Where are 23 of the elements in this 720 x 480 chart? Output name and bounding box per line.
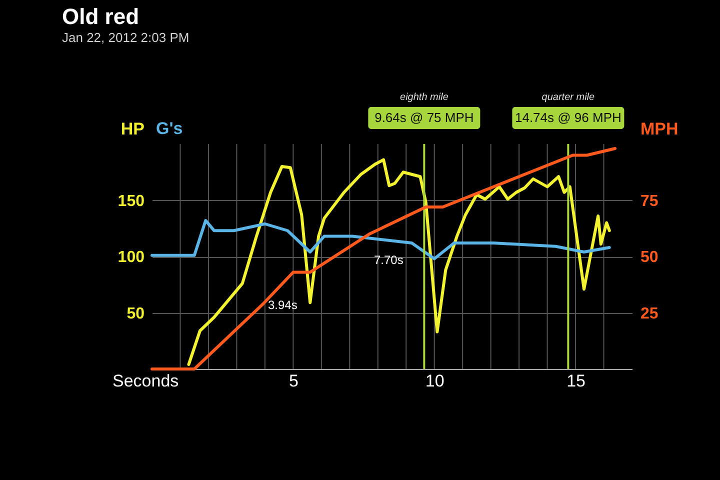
x-axis-title: Seconds: [112, 372, 179, 390]
text: G's: [156, 119, 183, 138]
y-tick-label: 100: [118, 249, 145, 266]
series-label: MPH: [640, 120, 678, 138]
y2-tick-label: 75: [640, 192, 658, 210]
y-tick-label: 50: [126, 305, 145, 322]
line-series: [150, 147, 617, 370]
y-tick-label: 150: [118, 192, 145, 210]
text: eighth mile: [400, 92, 449, 103]
text: quarter mile: [542, 92, 596, 103]
x-tick-label: 15: [566, 372, 586, 390]
x-tick-label: 5: [288, 372, 298, 390]
annotation: 7.70s: [374, 253, 404, 267]
text: HP: [120, 120, 144, 138]
chart-subtitle: Jan 22, 2012 2:03 PM: [62, 30, 190, 45]
ref-line-label: 9.64s @ 75 MPH: [374, 110, 474, 125]
x-tick-label: 10: [425, 372, 444, 390]
y2-tick-label: 50: [640, 249, 658, 266]
ref-line-label: 14.74s @ 96 MPH: [514, 110, 622, 125]
annotation: 3.94s: [268, 298, 298, 312]
chart-title: Old red: [62, 4, 140, 29]
line-series: [187, 158, 611, 366]
y2-tick-label: 25: [640, 305, 658, 322]
